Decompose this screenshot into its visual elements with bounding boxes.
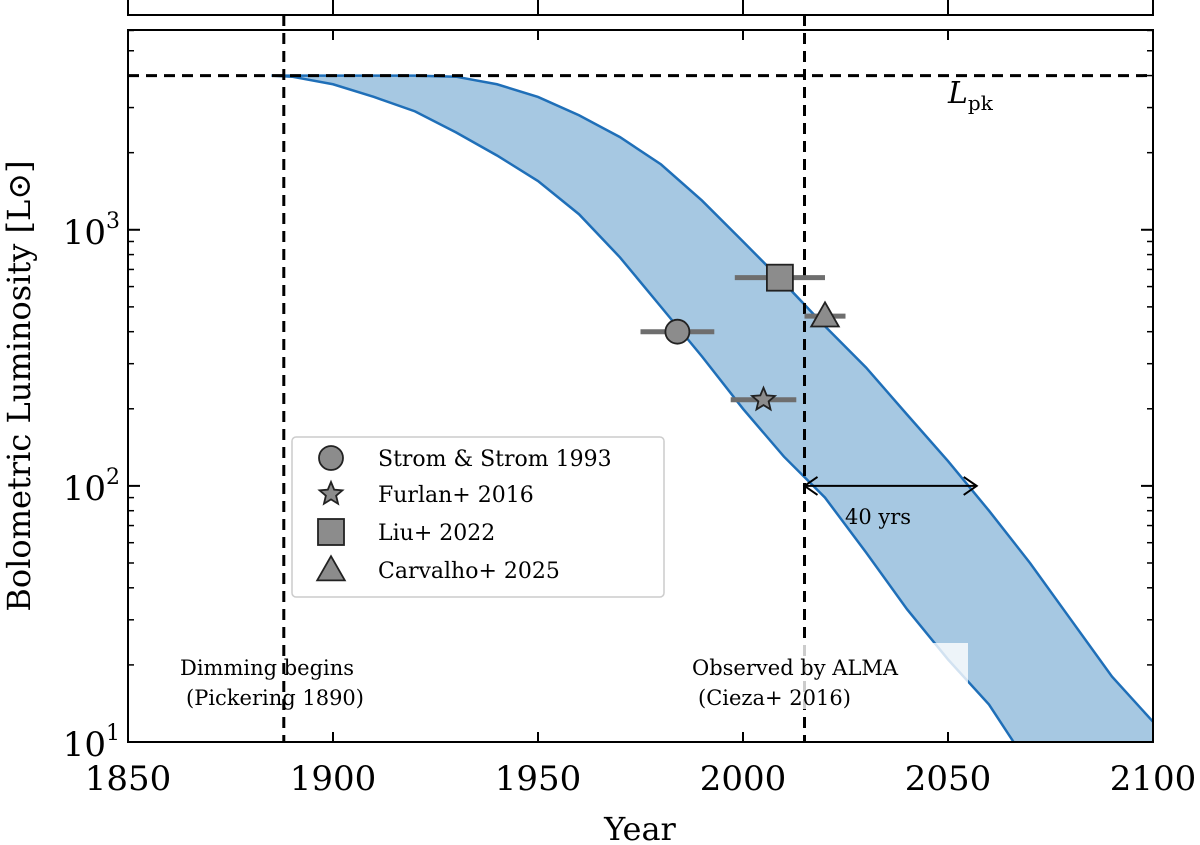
legend-label-strom: Strom & Strom 1993 (378, 447, 612, 472)
legend: Strom & Strom 1993 Furlan+ 2016 Liu+ 202… (291, 436, 665, 598)
legend-label-carvalho: Carvalho+ 2025 (378, 559, 560, 584)
x-tick-label-4: 2050 (905, 759, 992, 799)
marker-star-1 (749, 385, 778, 412)
data-markers (640, 263, 846, 412)
legend-marker-1 (317, 479, 345, 506)
x-tick-label-3: 2000 (700, 759, 787, 799)
axis-ticks (127, 29, 1154, 743)
y-tick-label-2: 103 (63, 209, 120, 253)
y-tick-label-base-2: 10 (63, 213, 106, 253)
legend-marker-0 (318, 445, 344, 471)
x-tick-label-5: 2100 (1110, 759, 1197, 799)
legend-markers (315, 445, 347, 582)
y-tick-label-base-0: 10 (63, 725, 106, 765)
peak-label: Lpk (947, 76, 994, 115)
arrow-label: 40 yrs (845, 505, 911, 529)
band-lower-edge (271, 74, 1015, 742)
x-axis-title: Year (603, 810, 676, 845)
marker-square-2 (766, 263, 794, 292)
alma-label-line2: (Cieza+ 2016) (698, 686, 851, 710)
arrow-head-left (802, 476, 819, 496)
marker-triangle-3 (809, 300, 841, 328)
dimming-label-line2: (Pickering 1890) (186, 686, 364, 710)
y-tick-label-0: 101 (63, 721, 120, 765)
y-tick-label-exp-2: 3 (106, 209, 120, 234)
alma-label-line1: Observed by ALMA (692, 656, 899, 680)
band-fill (271, 75, 1153, 742)
peak-label-main: L (947, 76, 968, 111)
x-tick-label-2: 1950 (495, 759, 582, 799)
duration-arrow (802, 476, 979, 496)
legend-marker-2 (317, 518, 345, 546)
x-tick-label-1: 1900 (290, 759, 377, 799)
alma-label-background (688, 643, 968, 709)
y-tick-label-base-1: 10 (63, 469, 106, 509)
y-tick-label-exp-1: 2 (106, 465, 120, 490)
legend-box (291, 436, 665, 598)
dimming-label-line1: Dimming begins (180, 656, 354, 680)
legend-marker-3 (315, 554, 347, 582)
band-upper-edge (271, 74, 1153, 723)
legend-label-furlan: Furlan+ 2016 (378, 483, 534, 508)
top-strip-frame (127, 0, 1154, 16)
luminosity-band (271, 74, 1153, 742)
reference-lines (128, 15, 1153, 742)
legend-label-liu: Liu+ 2022 (378, 521, 495, 546)
y-axis-title: Bolometric Luminosity [L⊙] (0, 160, 38, 611)
y-tick-label-exp-0: 1 (106, 721, 120, 746)
plot-frame (127, 29, 1154, 743)
marker-circle-0 (664, 318, 691, 345)
peak-label-sub: pk (968, 91, 994, 115)
y-tick-label-1: 102 (63, 465, 120, 509)
x-tick-label-0: 1850 (85, 759, 172, 799)
arrow-head-right (963, 476, 979, 496)
top-strip-ticks (332, 0, 949, 15)
